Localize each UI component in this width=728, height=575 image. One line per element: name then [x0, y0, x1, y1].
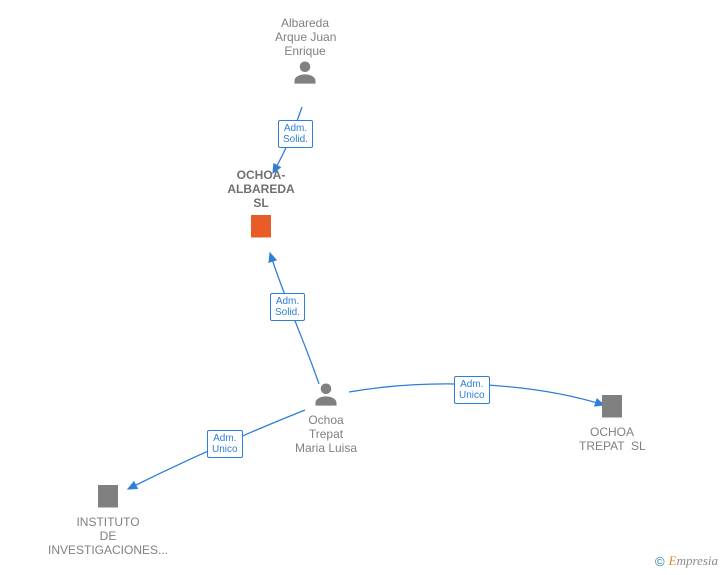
- building-icon: [579, 390, 645, 425]
- copyright-icon: ©: [655, 554, 665, 569]
- node-person-ochoa[interactable]: Ochoa Trepat Maria Luisa: [293, 380, 359, 455]
- person-icon: [293, 380, 359, 413]
- edge-label-adm-unico-2: Adm. Unico: [207, 430, 243, 458]
- edge-label-adm-solid-2: Adm. Solid.: [270, 293, 305, 321]
- node-company-ochoa-albareda[interactable]: OCHOA- ALBAREDA SL: [226, 168, 296, 245]
- person-icon: [275, 58, 335, 91]
- node-person-albareda[interactable]: Albareda Arque Juan Enrique: [275, 16, 335, 91]
- node-label-ochoa: Ochoa Trepat Maria Luisa: [293, 413, 359, 455]
- node-label-ochoa-trepat: OCHOA TREPAT SL: [579, 425, 645, 453]
- node-label-albareda: Albareda Arque Juan Enrique: [275, 16, 335, 58]
- building-icon: [45, 480, 171, 515]
- edge-label-adm-unico-1: Adm. Unico: [454, 376, 490, 404]
- node-label-ochoa-albareda: OCHOA- ALBAREDA SL: [226, 168, 296, 210]
- watermark: © Empresia: [655, 553, 718, 569]
- node-company-instituto[interactable]: INSTITUTO DE INVESTIGACIONES...: [45, 480, 171, 557]
- node-company-ochoa-trepat[interactable]: OCHOA TREPAT SL: [579, 390, 645, 453]
- brand-name: Empresia: [669, 553, 718, 569]
- edge-label-adm-solid-1: Adm. Solid.: [278, 120, 313, 148]
- node-label-instituto: INSTITUTO DE INVESTIGACIONES...: [45, 515, 171, 557]
- building-icon: [226, 210, 296, 245]
